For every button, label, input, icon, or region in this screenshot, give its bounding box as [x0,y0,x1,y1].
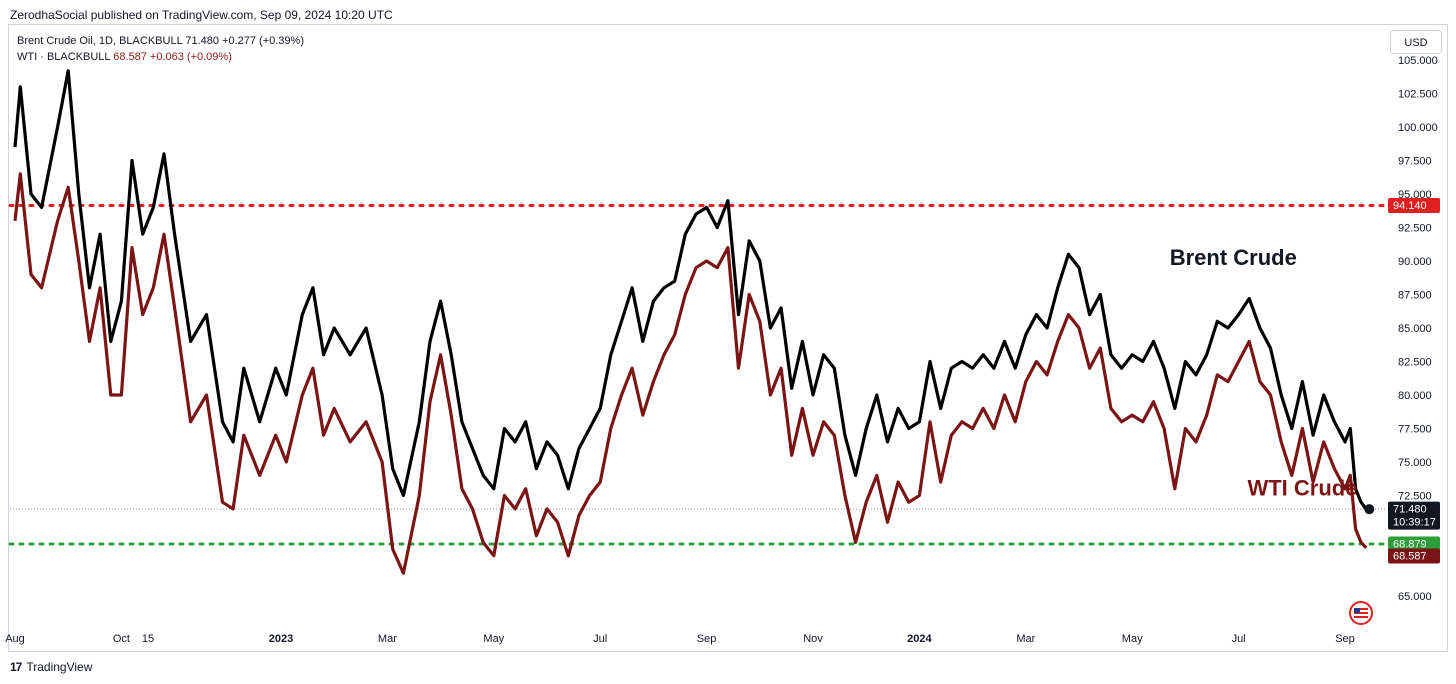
support-price-tag-box [1388,536,1440,552]
wti-price-tag: 68.587 [1393,550,1427,562]
resistance-price-tag-box [1388,198,1440,214]
x-tick-label: Jul [1232,633,1246,645]
y-tick-label: 65.000 [1398,591,1432,603]
us-flag-icon[interactable] [1349,601,1373,625]
currency-button[interactable]: USD [1390,30,1442,54]
x-tick-label: Nov [803,633,823,645]
wti-annotation: WTI Crude [1247,476,1357,501]
x-tick-label: Oct [113,633,130,645]
y-tick-label: 72.500 [1398,491,1432,503]
brent-price-tag-time: 10:39:17 [1393,517,1436,529]
x-tick-label: Mar [1016,633,1035,645]
legend-row-wti[interactable]: WTI · BLACKBULL 68.587 +0.063 (+0.09%) [17,49,304,65]
wti-price-tag-box [1388,548,1440,564]
y-tick-label: 82.500 [1398,357,1432,369]
x-tick-label: Mar [378,633,397,645]
footer-brand[interactable]: TradingView [26,660,93,674]
footer: 17 TradingView [10,660,92,674]
tradingview-logo-icon[interactable]: 17 [10,660,22,674]
legend-wti-values: 68.587 +0.063 (+0.09%) [113,51,232,63]
x-tick-label: 2023 [269,633,293,645]
x-tick-label: Jul [593,633,607,645]
series-legend: Brent Crude Oil, 1D, BLACKBULL 71.480 +0… [17,33,304,65]
y-tick-label: 97.500 [1398,156,1432,168]
x-tick-label: 15 [142,633,154,645]
y-tick-label: 95.000 [1398,189,1432,201]
y-tick-label: 105.000 [1398,55,1438,67]
brent-series-line[interactable] [13,69,1368,511]
x-tick-label: Sep [1335,633,1355,645]
support-price-tag: 68.879 [1393,539,1427,551]
brent-annotation: Brent Crude [1170,245,1297,270]
legend-wti-separator: · [37,51,47,63]
legend-brent-values: 71.480 +0.277 (+0.39%) [185,35,304,47]
x-tick-label: May [1122,633,1143,645]
x-tick-label: Aug [5,633,25,645]
legend-brent-name: Brent Crude Oil, 1D, BLACKBULL [17,35,183,47]
y-tick-label: 85.000 [1398,323,1432,335]
y-tick-label: 90.000 [1398,256,1432,268]
legend-row-brent[interactable]: Brent Crude Oil, 1D, BLACKBULL 71.480 +0… [17,33,304,49]
y-tick-label: 102.500 [1398,89,1438,101]
resistance-price-tag: 94.140 [1393,200,1427,212]
publisher-caption: ZerodhaSocial published on TradingView.c… [10,8,393,22]
x-tick-label: Sep [697,633,717,645]
legend-wti-exchange: BLACKBULL [46,51,111,63]
brent-price-tag: 71.480 [1393,504,1427,516]
y-tick-label: 92.500 [1398,223,1432,235]
x-tick-label: May [483,633,504,645]
brent-price-tag-box [1388,501,1440,530]
y-tick-label: 87.500 [1398,290,1432,302]
wti-series-line[interactable] [13,172,1368,575]
chart-frame [8,24,1448,652]
y-tick-label: 77.500 [1398,424,1432,436]
brent-last-point[interactable] [1364,504,1375,515]
x-tick-label: 2024 [907,633,932,645]
y-tick-label: 100.000 [1398,122,1438,134]
legend-wti-name: WTI [17,51,38,63]
y-tick-label: 80.000 [1398,390,1432,402]
y-tick-label: 75.000 [1398,457,1432,469]
